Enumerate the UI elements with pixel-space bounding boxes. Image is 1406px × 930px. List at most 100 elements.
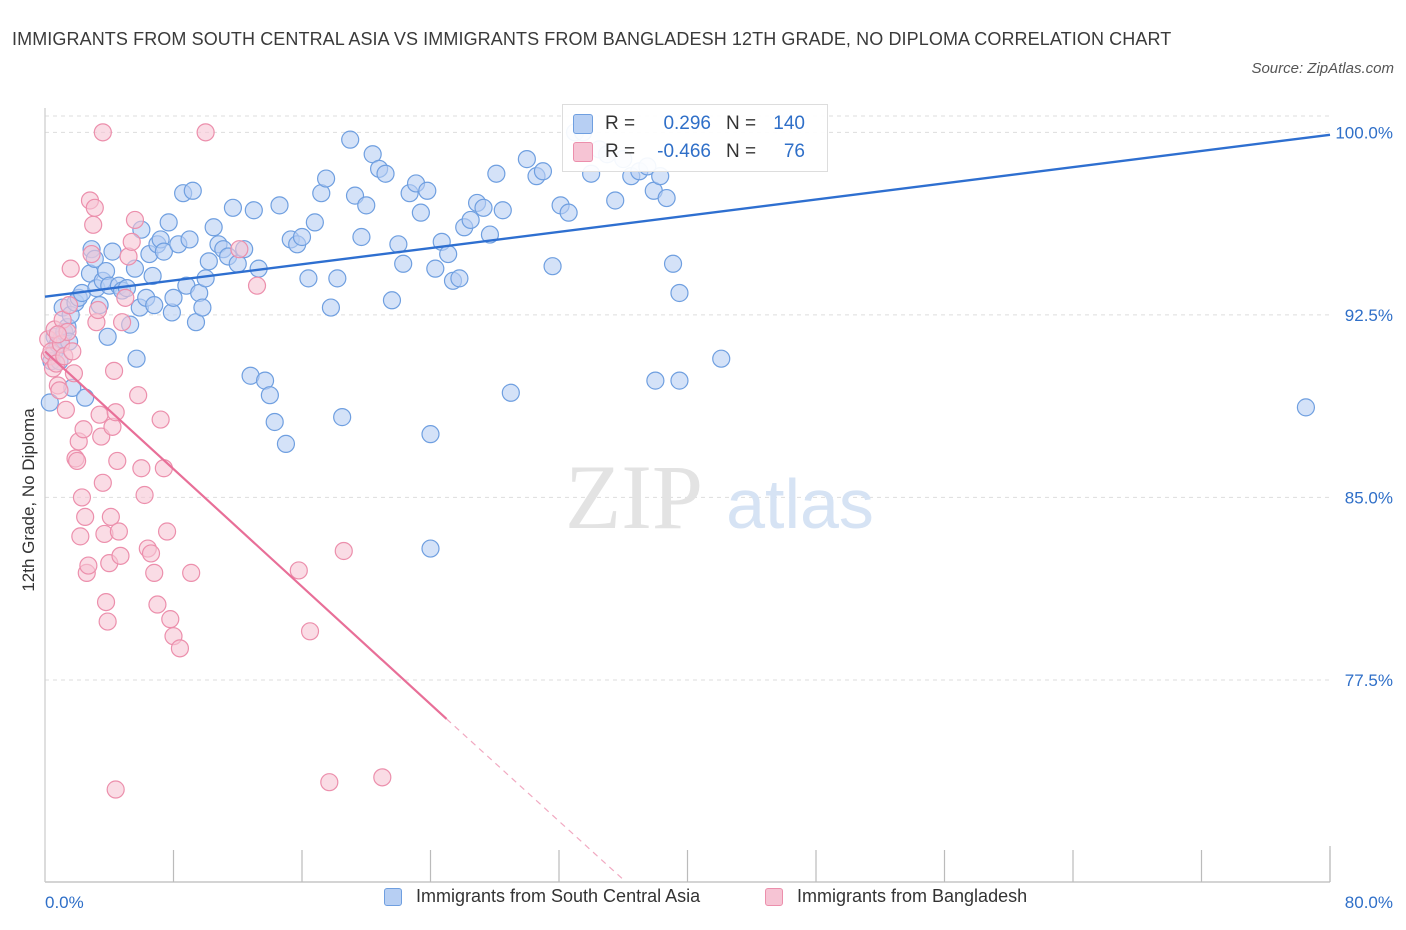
r-value: 0.296 [663, 113, 711, 134]
point-bangladesh [157, 522, 177, 541]
point-bangladesh [74, 420, 93, 439]
stats-row-bangladesh: R = -0.466 N = 76 [573, 138, 805, 166]
point-south-central-asia [159, 213, 178, 232]
point-south-central-asia [127, 349, 146, 368]
point-bangladesh [112, 313, 132, 332]
point-bangladesh [85, 198, 104, 217]
point-bangladesh [247, 276, 267, 295]
point-bangladesh [106, 780, 125, 799]
point-south-central-asia [333, 408, 352, 427]
r-value: -0.466 [657, 141, 711, 162]
point-bangladesh [122, 232, 141, 251]
legend-item-south-central-asia[interactable]: Immigrants from South Central Asia [384, 886, 700, 907]
point-bangladesh [289, 561, 308, 580]
point-south-central-asia [154, 242, 173, 261]
point-south-central-asia [204, 218, 223, 237]
trend-line-bangladesh [44, 350, 448, 720]
point-south-central-asia [321, 298, 341, 317]
source-label: Source: ZipAtlas.com [1251, 60, 1394, 77]
point-south-central-asia [145, 296, 164, 315]
point-bangladesh [90, 405, 109, 424]
watermark: ZIP atlas [565, 446, 874, 548]
trend-lines [44, 133, 1331, 881]
point-bangladesh [93, 123, 112, 142]
point-south-central-asia [143, 266, 162, 286]
point-bangladesh [76, 507, 95, 527]
point-bangladesh [182, 563, 201, 582]
legend-item-bangladesh[interactable]: Immigrants from Bangladesh [765, 886, 1027, 907]
point-south-central-asia [394, 254, 413, 273]
y-axis-label-wrap: 12th Grade, No Diploma [14, 300, 44, 700]
point-south-central-asia [357, 196, 376, 215]
point-south-central-asia [196, 269, 215, 288]
point-south-central-asia [450, 269, 469, 288]
point-bangladesh [93, 473, 112, 492]
point-bangladesh [64, 364, 84, 383]
stats-swatch-pink [573, 142, 593, 162]
point-bangladesh [373, 768, 392, 787]
point-bangladesh [68, 451, 87, 471]
point-south-central-asia [663, 254, 683, 273]
point-bangladesh [148, 595, 167, 614]
point-bangladesh [154, 459, 173, 478]
point-south-central-asia [543, 257, 562, 276]
point-south-central-asia [305, 213, 324, 232]
point-south-central-asia [1296, 398, 1316, 417]
x-tick-label: 0.0% [45, 893, 84, 912]
point-bangladesh [145, 563, 164, 582]
point-south-central-asia [328, 269, 347, 288]
stats-box: R = 0.296 N = 140 R = -0.466 N = 76 [562, 104, 828, 172]
y-tick-label: 85.0% [1345, 488, 1393, 507]
point-south-central-asia [376, 164, 395, 183]
trend-line-south-central-asia [44, 133, 1331, 298]
point-south-central-asia [646, 371, 665, 390]
point-south-central-asia [103, 242, 122, 261]
point-bangladesh [59, 296, 79, 315]
point-bangladesh [151, 410, 170, 429]
point-south-central-asia [670, 371, 689, 390]
point-south-central-asia [480, 225, 500, 244]
point-south-central-asia [180, 230, 199, 249]
point-south-central-asia [421, 425, 440, 444]
legend-swatch-pink [765, 887, 783, 906]
point-south-central-asia [164, 288, 183, 307]
point-south-central-asia [418, 181, 437, 200]
point-bangladesh [108, 451, 127, 471]
point-south-central-asia [533, 162, 553, 181]
point-bangladesh [116, 288, 135, 307]
tick-labels: 100.0% 92.5% 85.0% 77.5% 0.0% 80.0% [45, 123, 1393, 912]
point-bangladesh [132, 459, 151, 478]
trend-line-bangladesh-extension [446, 718, 624, 881]
point-south-central-asia [517, 150, 536, 169]
axes [44, 108, 1331, 883]
legend-label: Immigrants from South Central Asia [416, 886, 701, 906]
point-south-central-asia [265, 412, 284, 432]
point-bangladesh [96, 592, 116, 612]
point-south-central-asia [487, 164, 506, 183]
n-label: N = [725, 113, 757, 134]
point-bangladesh [98, 612, 117, 631]
y-tick-label: 92.5% [1345, 306, 1393, 325]
point-bangladesh [63, 342, 82, 361]
n-value: 76 [783, 141, 805, 162]
point-bangladesh [71, 527, 90, 546]
point-bangladesh [61, 259, 80, 278]
y-tick-label: 100.0% [1335, 123, 1393, 142]
chart-title: IMMIGRANTS FROM SOUTH CENTRAL ASIA VS IM… [12, 29, 1172, 49]
point-south-central-asia [559, 203, 578, 222]
point-south-central-asia [98, 327, 117, 346]
n-label: N = [725, 141, 757, 162]
point-south-central-asia [670, 283, 689, 303]
point-bangladesh [101, 507, 120, 527]
point-bangladesh [72, 488, 92, 507]
point-south-central-asia [461, 210, 480, 230]
point-south-central-asia [199, 252, 218, 271]
point-south-central-asia [183, 181, 202, 200]
point-bangladesh [84, 215, 103, 234]
point-bangladesh [79, 556, 98, 575]
point-south-central-asia [276, 434, 296, 453]
point-bangladesh [129, 386, 148, 405]
point-south-central-asia [712, 349, 731, 368]
r-label: R = [605, 141, 636, 162]
